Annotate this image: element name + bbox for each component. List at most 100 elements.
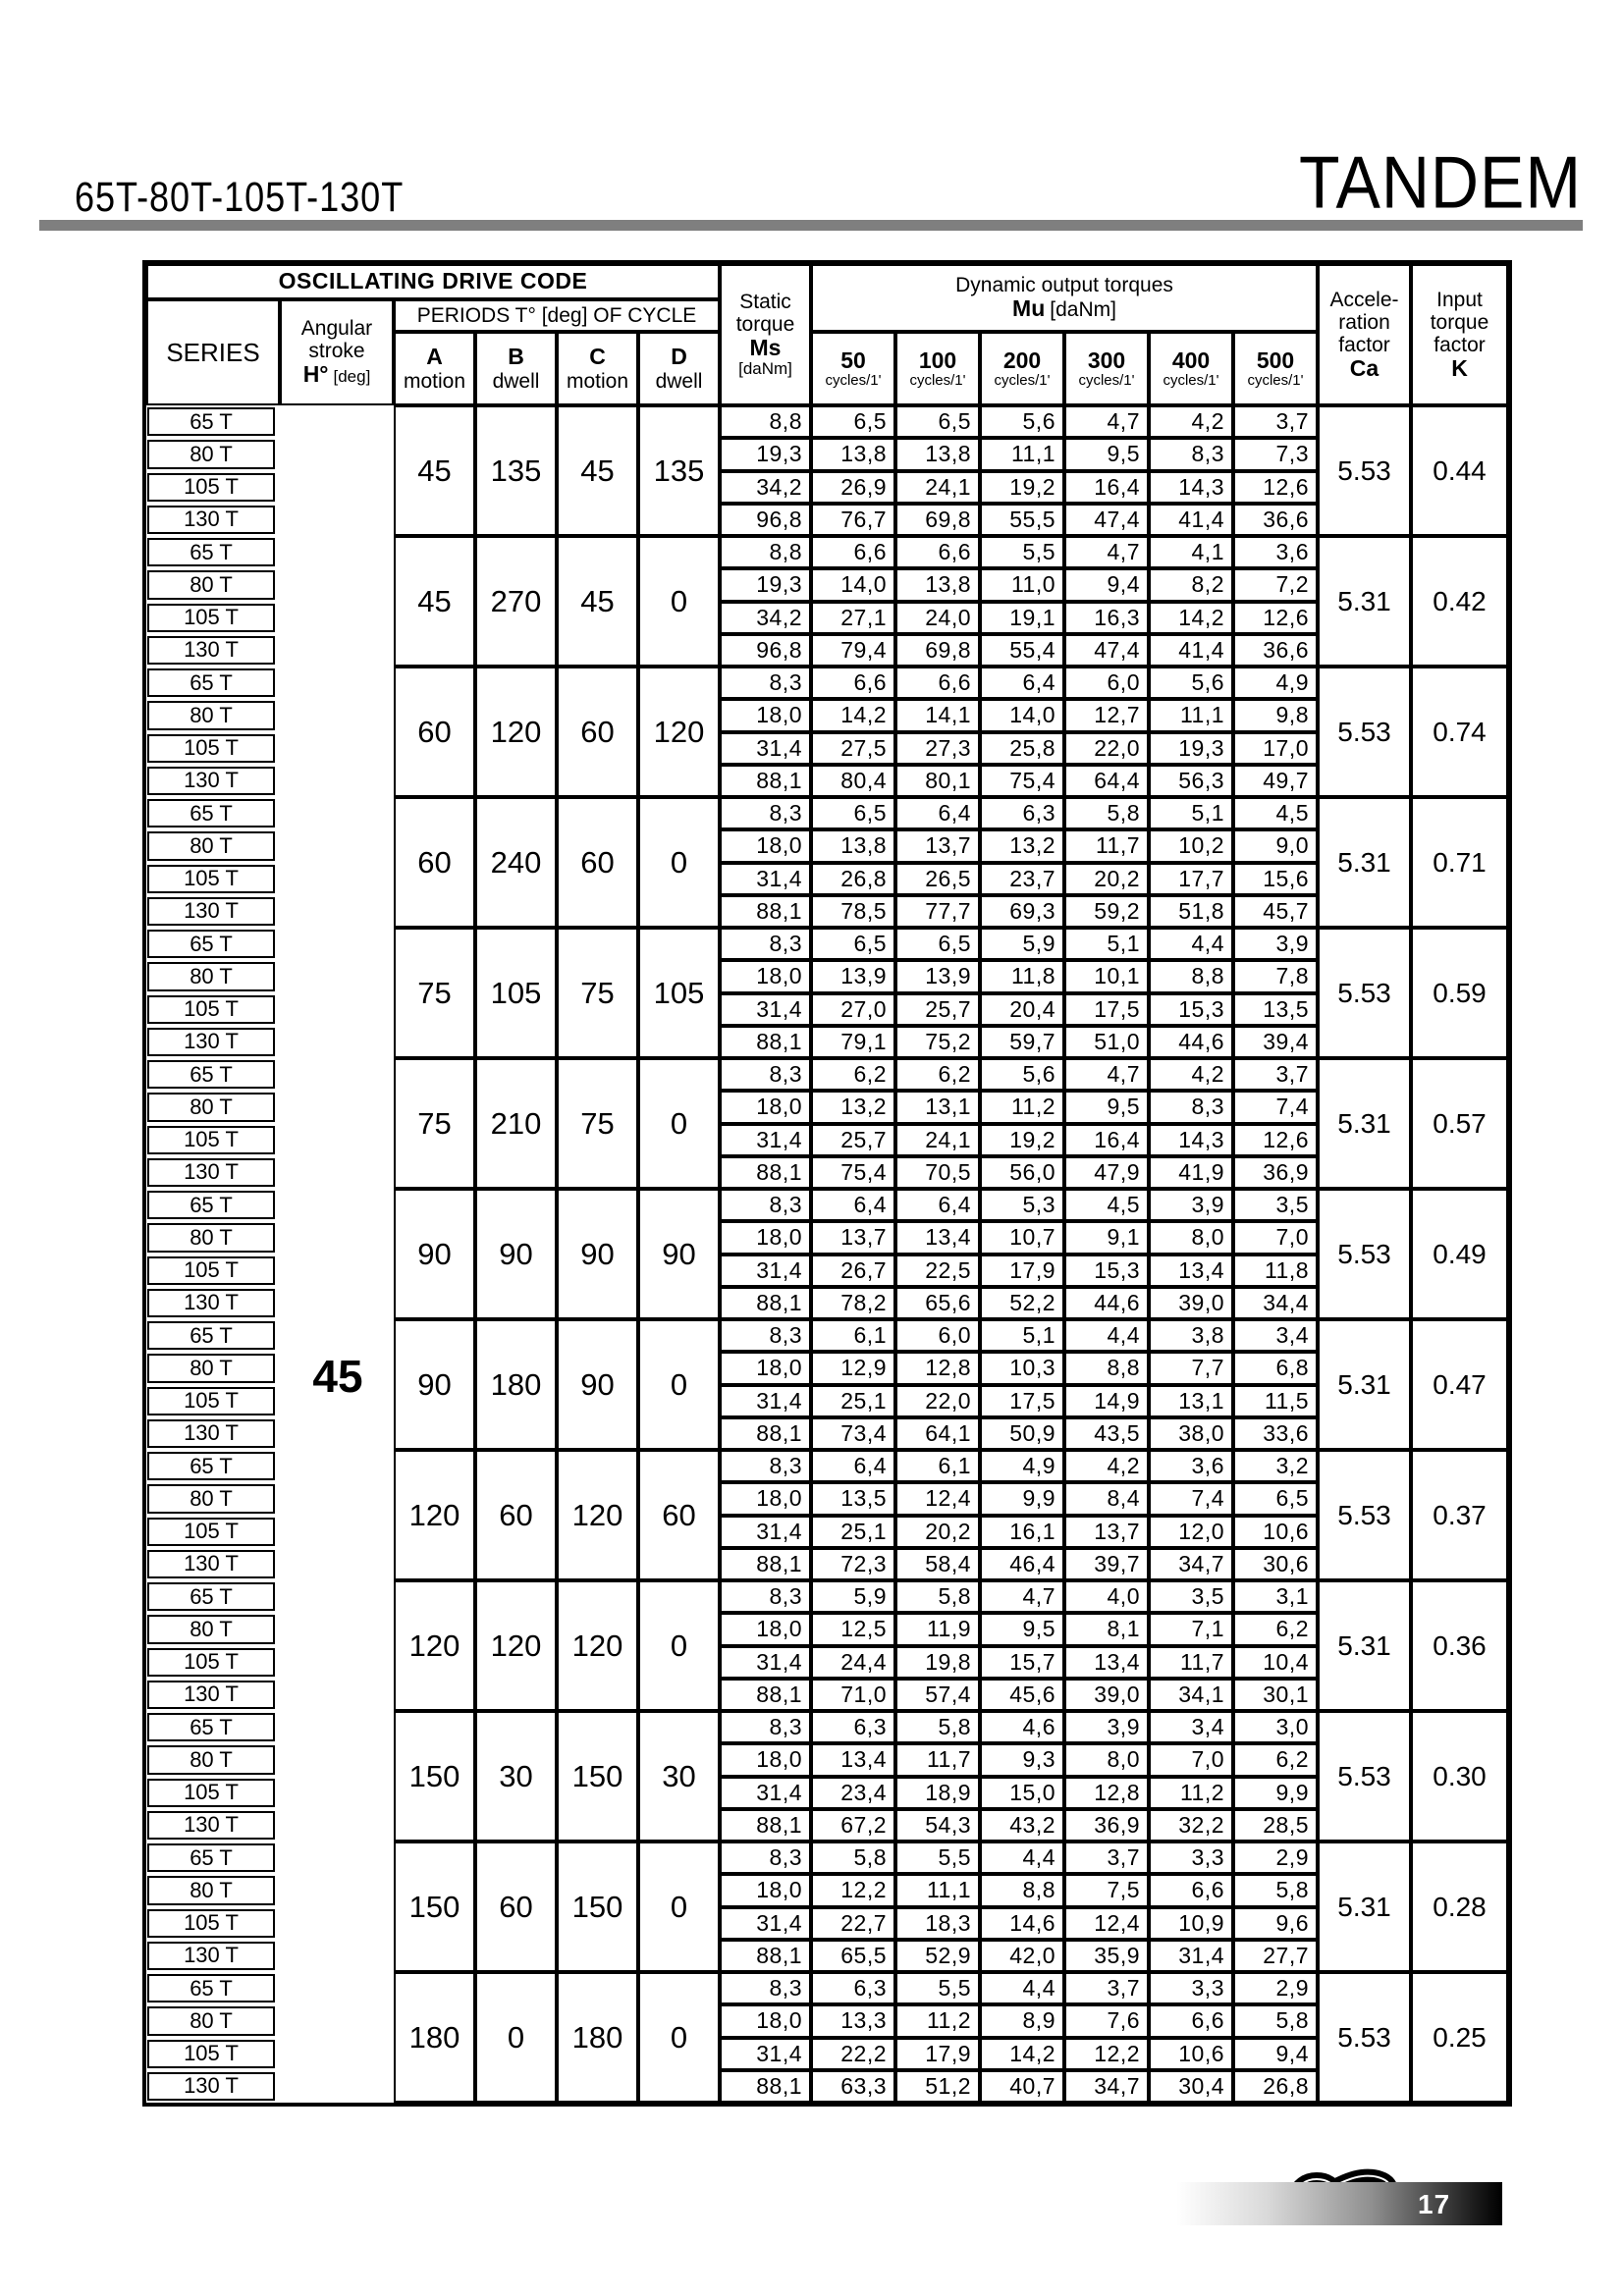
series-cell: 65 T: [147, 1713, 275, 1742]
dynamic-torque-cell: 25,1: [811, 1384, 895, 1417]
dynamic-torque-cell: 11,2: [1149, 1776, 1233, 1809]
dynamic-torque-cell: 8,3: [1149, 438, 1233, 471]
acceleration-factor-cell: 5.31: [1318, 536, 1411, 667]
period-cell: 120: [638, 667, 720, 797]
dynamic-torque-cell: 69,3: [980, 894, 1064, 928]
series-cell: 105 T: [147, 2039, 275, 2068]
period-cell: 75: [557, 928, 638, 1058]
period-cell: 180: [475, 1319, 557, 1450]
dynamic-torque-cell: 16,3: [1064, 601, 1149, 634]
series-cell: 80 T: [147, 831, 275, 861]
period-cell: 75: [557, 1058, 638, 1189]
title-rule: [39, 220, 1583, 231]
table-group-3: 65 T 80 T 105 T 130 T 60 120 60 120 8,3 6,6 6,6 6,4…: [146, 667, 1508, 797]
footer-bar: 17: [1176, 2182, 1502, 2225]
dynamic-torque-cell: 22,5: [895, 1254, 980, 1287]
dynamic-torque-cell: 7,8: [1233, 960, 1318, 993]
dynamic-torque-cell: 22,0: [1064, 731, 1149, 765]
header-accel-line2: ration: [1338, 310, 1390, 334]
series-cell: 65 T: [147, 1843, 275, 1873]
dynamic-torque-cell: 63,3: [811, 2069, 895, 2103]
dynamic-torque-cell: 19,1: [980, 601, 1064, 634]
table-group-12: 65 T 80 T 105 T 130 T 150 60 150 0 8,3 5,8 5,5 4,4 3…: [146, 1842, 1508, 1972]
dynamic-torque-cell: 79,4: [811, 633, 895, 667]
static-torque-cell: 31,4: [720, 1776, 811, 1809]
static-torque-cell: 31,4: [720, 1384, 811, 1417]
header-cycles-300-sub: cycles/1': [1078, 371, 1135, 389]
period-cell: 0: [638, 797, 720, 928]
series-cell: 130 T: [147, 1680, 275, 1709]
input-torque-factor-cell: 0.71: [1411, 797, 1508, 928]
static-torque-cell: 31,4: [720, 1906, 811, 1940]
brand-title: TANDEM: [1299, 140, 1582, 224]
dynamic-torque-cell: 30,1: [1233, 1678, 1318, 1711]
dynamic-torque-cell: 26,8: [811, 862, 895, 895]
series-cell: 80 T: [147, 1615, 275, 1644]
dynamic-torque-cell: 6,2: [895, 1058, 980, 1092]
dynamic-torque-cell: 26,7: [811, 1254, 895, 1287]
dynamic-torque-cell: 4,2: [1064, 1450, 1149, 1483]
dynamic-torque-cell: 23,7: [980, 862, 1064, 895]
static-torque-cell: 8,3: [720, 1319, 811, 1353]
static-torque-cell: 88,1: [720, 1678, 811, 1711]
input-torque-factor-cell: 0.57: [1411, 1058, 1508, 1189]
dynamic-torque-cell: 59,7: [980, 1025, 1064, 1058]
dynamic-torque-cell: 12,7: [1064, 699, 1149, 732]
dynamic-torque-cell: 59,2: [1064, 894, 1149, 928]
header-period-c: C motion: [557, 332, 638, 405]
dynamic-torque-cell: 5,8: [895, 1711, 980, 1744]
series-cell: 80 T: [147, 2006, 275, 2036]
series-cell: 65 T: [147, 1060, 275, 1090]
dynamic-torque-cell: 39,4: [1233, 1025, 1318, 1058]
dynamic-torque-cell: 6,4: [980, 667, 1064, 700]
dynamic-torque-cell: 30,4: [1149, 2069, 1233, 2103]
dynamic-torque-cell: 27,0: [811, 992, 895, 1026]
dynamic-torque-cell: 19,2: [980, 470, 1064, 504]
period-cell: 90: [557, 1189, 638, 1319]
input-torque-factor-cell: 0.25: [1411, 1972, 1508, 2103]
dynamic-torque-cell: 6,6: [895, 667, 980, 700]
dynamic-torque-cell: 8,1: [1064, 1613, 1149, 1646]
dynamic-torque-cell: 9,0: [1233, 829, 1318, 863]
page-title-models: 65T-80T-105T-130T: [75, 175, 405, 222]
header-period-b-sub: dwell: [492, 369, 540, 393]
dynamic-torque-cell: 27,1: [811, 601, 895, 634]
period-cell: 0: [638, 1842, 720, 1972]
header-cycles-300: 300 cycles/1': [1064, 332, 1149, 405]
dynamic-torque-cell: 3,9: [1233, 928, 1318, 961]
dynamic-torque-cell: 12,5: [811, 1613, 895, 1646]
dynamic-torque-cell: 79,1: [811, 1025, 895, 1058]
dynamic-torque-cell: 47,9: [1064, 1155, 1149, 1189]
dynamic-torque-cell: 17,5: [1064, 992, 1149, 1026]
dynamic-torque-cell: 10,6: [1149, 2037, 1233, 2070]
dynamic-torque-cell: 5,5: [895, 1972, 980, 2005]
dynamic-torque-cell: 9,9: [980, 1482, 1064, 1516]
static-torque-cell: 8,3: [720, 1058, 811, 1092]
static-torque-cell: 18,0: [720, 1743, 811, 1777]
input-torque-factor-cell: 0.74: [1411, 667, 1508, 797]
period-cell: 45: [394, 536, 475, 667]
dynamic-torque-cell: 15,7: [980, 1645, 1064, 1679]
acceleration-factor-cell: 5.53: [1318, 1711, 1411, 1842]
dynamic-torque-cell: 3,6: [1149, 1450, 1233, 1483]
dynamic-torque-cell: 4,0: [1064, 1580, 1149, 1614]
dynamic-torque-cell: 6,5: [895, 928, 980, 961]
period-cell: 45: [557, 536, 638, 667]
series-cell: 130 T: [147, 896, 275, 926]
header-cycles-400: 400 cycles/1': [1149, 332, 1233, 405]
acceleration-factor-cell: 5.31: [1318, 1580, 1411, 1711]
dynamic-torque-cell: 7,6: [1064, 2004, 1149, 2038]
series-cell: 65 T: [147, 1452, 275, 1481]
table-group-1: 65 T 80 T 105 T 130 T 45 135 45 135 8,8 6,5 6,5 5,6…: [146, 405, 1508, 536]
dynamic-torque-cell: 11,7: [1149, 1645, 1233, 1679]
dynamic-torque-cell: 6,4: [895, 797, 980, 830]
table-header: OSCILLATING DRIVE CODE SERIES Angular st…: [146, 264, 1508, 405]
static-torque-cell: 8,3: [720, 1972, 811, 2005]
dynamic-torque-cell: 6,0: [1064, 667, 1149, 700]
acceleration-factor-cell: 5.31: [1318, 1842, 1411, 1972]
dynamic-torque-cell: 5,1: [980, 1319, 1064, 1353]
dynamic-torque-cell: 12,2: [1064, 2037, 1149, 2070]
dynamic-torque-cell: 75,4: [980, 764, 1064, 797]
dynamic-torque-cell: 73,4: [811, 1416, 895, 1450]
dynamic-torque-cell: 3,7: [1233, 1058, 1318, 1092]
